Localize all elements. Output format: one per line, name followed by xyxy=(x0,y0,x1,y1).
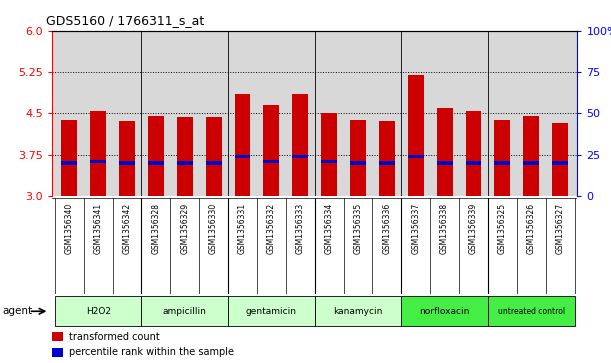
Bar xyxy=(437,161,453,165)
Text: kanamycin: kanamycin xyxy=(333,307,382,316)
Bar xyxy=(523,116,539,196)
Text: percentile rank within the sample: percentile rank within the sample xyxy=(69,347,234,357)
Bar xyxy=(206,161,222,165)
Text: GDS5160 / 1766311_s_at: GDS5160 / 1766311_s_at xyxy=(46,14,204,27)
Text: GSM1356328: GSM1356328 xyxy=(152,203,160,254)
Text: GSM1356332: GSM1356332 xyxy=(267,203,276,254)
Bar xyxy=(466,111,481,196)
Bar xyxy=(148,161,164,165)
Text: GSM1356327: GSM1356327 xyxy=(555,203,565,254)
Bar xyxy=(408,75,423,196)
Text: H2O2: H2O2 xyxy=(86,307,111,316)
Text: GSM1356336: GSM1356336 xyxy=(382,203,391,254)
Bar xyxy=(61,120,77,196)
Bar xyxy=(263,160,279,163)
Bar xyxy=(90,160,106,163)
Bar xyxy=(552,123,568,196)
Text: transformed count: transformed count xyxy=(69,332,159,342)
Text: GSM1356338: GSM1356338 xyxy=(440,203,449,254)
Bar xyxy=(315,297,401,326)
Bar xyxy=(206,117,222,196)
Bar xyxy=(437,108,453,196)
Bar xyxy=(119,161,135,165)
Text: GSM1356334: GSM1356334 xyxy=(324,203,334,254)
Text: gentamicin: gentamicin xyxy=(246,307,297,316)
Text: GSM1356340: GSM1356340 xyxy=(65,203,74,254)
Text: agent: agent xyxy=(2,306,33,316)
Bar xyxy=(61,161,77,165)
Bar xyxy=(408,155,423,158)
Bar xyxy=(494,161,510,165)
Bar xyxy=(401,297,488,326)
Bar xyxy=(263,105,279,196)
Bar xyxy=(494,120,510,196)
Text: ampicillin: ampicillin xyxy=(163,307,207,316)
Bar xyxy=(235,94,251,196)
Text: GSM1356339: GSM1356339 xyxy=(469,203,478,254)
Text: GSM1356330: GSM1356330 xyxy=(209,203,218,254)
Bar xyxy=(228,297,315,326)
Text: GSM1356342: GSM1356342 xyxy=(122,203,131,254)
Bar xyxy=(177,117,192,196)
Text: untreated control: untreated control xyxy=(497,307,565,316)
Bar xyxy=(90,111,106,196)
Bar xyxy=(552,161,568,165)
Text: GSM1356331: GSM1356331 xyxy=(238,203,247,254)
Bar xyxy=(292,155,308,158)
Bar xyxy=(350,120,366,196)
Bar xyxy=(141,297,228,326)
Text: GSM1356335: GSM1356335 xyxy=(354,203,362,254)
Text: GSM1356329: GSM1356329 xyxy=(180,203,189,254)
Text: norfloxacin: norfloxacin xyxy=(419,307,470,316)
Text: GSM1356341: GSM1356341 xyxy=(93,203,103,254)
Bar xyxy=(321,160,337,163)
Bar xyxy=(350,161,366,165)
Bar xyxy=(488,297,574,326)
Bar xyxy=(292,94,308,196)
Bar xyxy=(52,348,64,357)
Bar xyxy=(177,161,192,165)
Text: GSM1356326: GSM1356326 xyxy=(527,203,536,254)
Bar xyxy=(52,332,64,342)
Bar xyxy=(148,116,164,196)
Bar xyxy=(55,297,141,326)
Text: GSM1356333: GSM1356333 xyxy=(296,203,305,254)
Bar xyxy=(379,121,395,196)
Bar xyxy=(321,113,337,196)
Bar xyxy=(523,161,539,165)
Bar xyxy=(235,155,251,158)
Bar xyxy=(466,161,481,165)
Bar xyxy=(119,121,135,196)
Text: GSM1356337: GSM1356337 xyxy=(411,203,420,254)
Bar xyxy=(379,161,395,165)
Text: GSM1356325: GSM1356325 xyxy=(498,203,507,254)
